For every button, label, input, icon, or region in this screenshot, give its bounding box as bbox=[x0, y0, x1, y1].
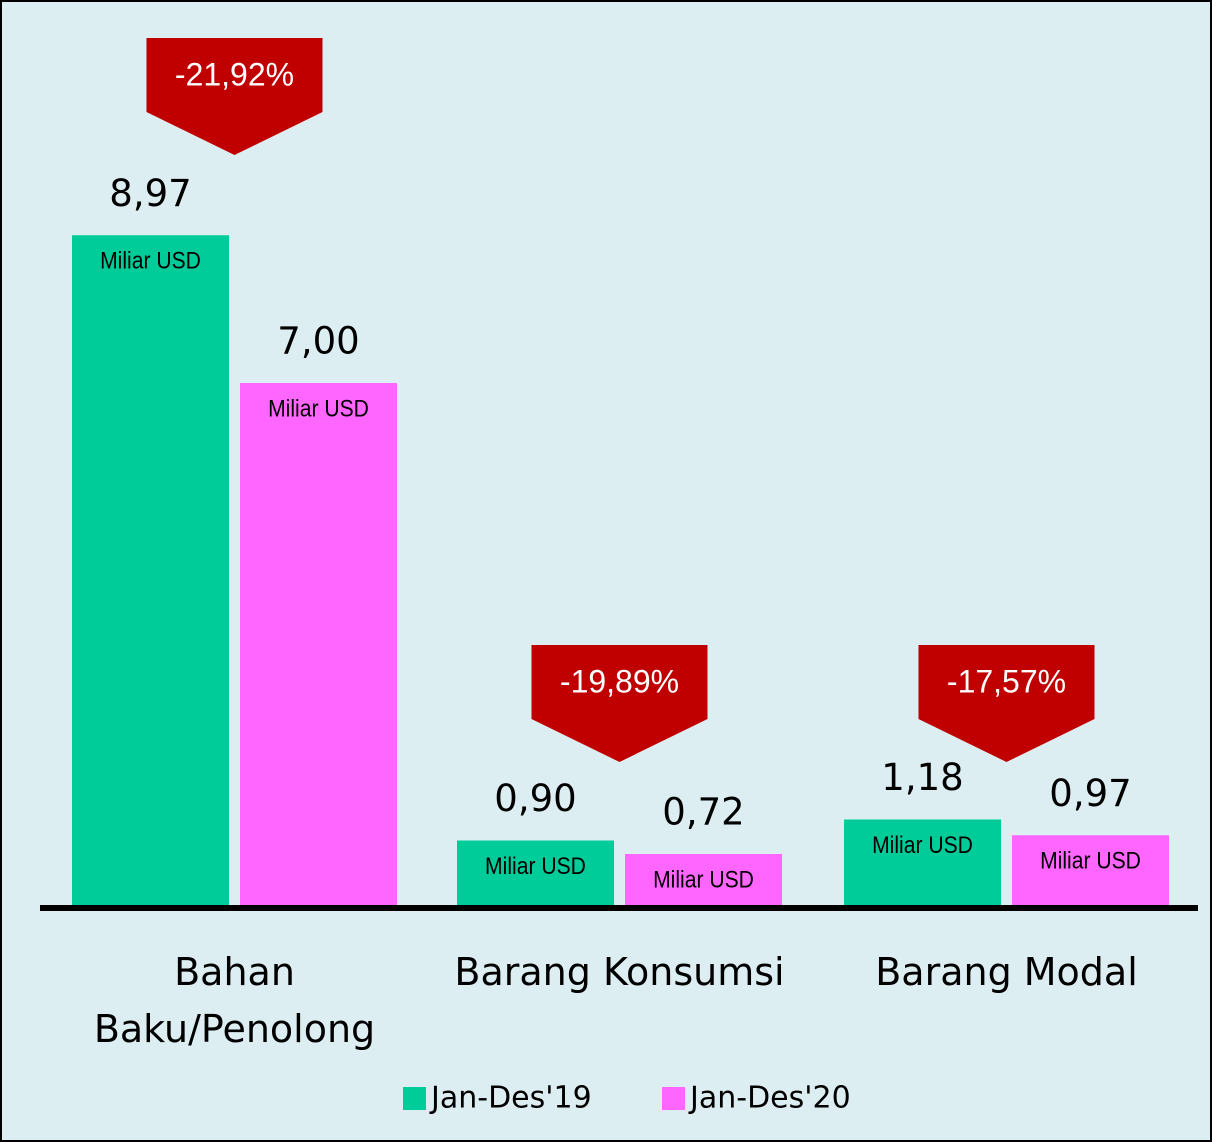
value-label: 0,72 bbox=[662, 791, 744, 834]
annotation-arrow bbox=[531, 645, 708, 762]
bar-unit: Miliar USD bbox=[485, 853, 586, 880]
category-label: Barang Konsumsi bbox=[454, 950, 785, 994]
bar-unit: Miliar USD bbox=[653, 866, 754, 893]
value-label: 0,97 bbox=[1049, 772, 1131, 815]
value-label: 8,97 bbox=[109, 172, 191, 215]
legend-label: Jan-Des'20 bbox=[688, 1081, 851, 1116]
bar bbox=[844, 819, 1001, 908]
bar-unit: Miliar USD bbox=[268, 395, 369, 422]
bar-unit: Miliar USD bbox=[872, 832, 973, 859]
bar bbox=[457, 840, 614, 908]
bar bbox=[1012, 835, 1169, 908]
legend-swatch bbox=[662, 1087, 685, 1110]
annotation-text: -17,57% bbox=[947, 663, 1066, 699]
annotation-text: -19,89% bbox=[560, 663, 679, 699]
bar-unit: Miliar USD bbox=[1040, 847, 1141, 874]
value-label: 0,90 bbox=[494, 777, 576, 820]
legend-label: Jan-Des'19 bbox=[429, 1081, 592, 1116]
annotation-arrow bbox=[918, 645, 1095, 762]
category-label: Barang Modal bbox=[875, 950, 1138, 994]
annotation-arrow bbox=[146, 38, 323, 155]
legend-swatch bbox=[403, 1087, 426, 1110]
bar bbox=[72, 235, 229, 908]
value-label: 1,18 bbox=[881, 756, 963, 799]
value-label: 7,00 bbox=[277, 320, 359, 363]
annotation-text: -21,92% bbox=[175, 56, 294, 92]
bar bbox=[625, 854, 782, 908]
category-label: Bahan Baku/Penolong bbox=[93, 950, 376, 1051]
bar bbox=[240, 383, 397, 908]
bar-unit: Miliar USD bbox=[100, 247, 201, 274]
